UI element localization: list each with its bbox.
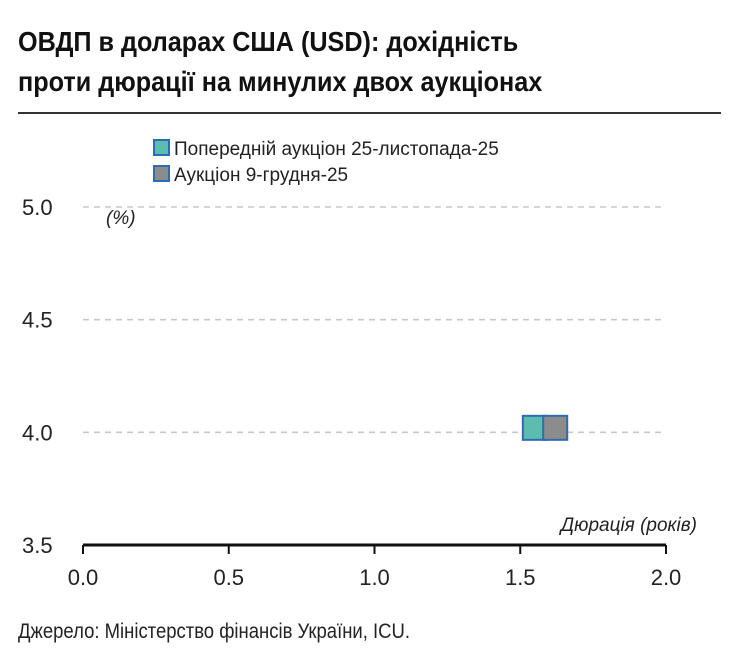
title-line-2: проти дюрації на минулих двох аукціонах (18, 66, 543, 97)
y-tick-labels: 5.0 4.5 4.0 3.5 (22, 195, 53, 558)
x-tick-label: 1.0 (359, 565, 390, 590)
grid-lines (83, 206, 666, 434)
legend-label: Аукціон 9-грудня-25 (174, 165, 348, 186)
y-tick-label: 4.5 (22, 308, 53, 333)
legend-swatch (153, 165, 170, 182)
y-tick-label: 5.0 (22, 195, 53, 220)
data-point (542, 414, 569, 441)
x-tick-label: 0.0 (68, 565, 99, 590)
legend: Попередній аукціон 25-листопада-25 Аукціо… (153, 139, 499, 186)
y-tick-label: 3.5 (22, 533, 53, 558)
x-tick-label: 2.0 (651, 565, 682, 590)
y-tick-label: 4.0 (22, 420, 53, 445)
title-line-1: ОВДП в доларах США (USD): дохідність (18, 26, 519, 57)
data-points (521, 414, 569, 441)
source-note: Джерело: Міністерство фінансів України, … (18, 620, 410, 643)
scatter-chart: 5.0 4.5 4.0 3.5 0.0 0.5 1.0 1.5 2.0 Попередній … (22, 139, 697, 590)
x-tick-label: 0.5 (213, 565, 244, 590)
x-axis: 0.0 0.5 1.0 1.5 2.0 (68, 543, 682, 590)
title-divider (18, 112, 721, 114)
x-tick-label: 1.5 (505, 565, 536, 590)
chart-title: ОВДП в доларах США (USD): дохідність про… (18, 22, 648, 102)
legend-swatch (153, 139, 170, 156)
x-axis-label: Дюрація (років) (559, 515, 697, 536)
legend-label: Попередній аукціон 25-листопада-25 (174, 139, 499, 160)
y-axis-label: (%) (106, 208, 136, 229)
